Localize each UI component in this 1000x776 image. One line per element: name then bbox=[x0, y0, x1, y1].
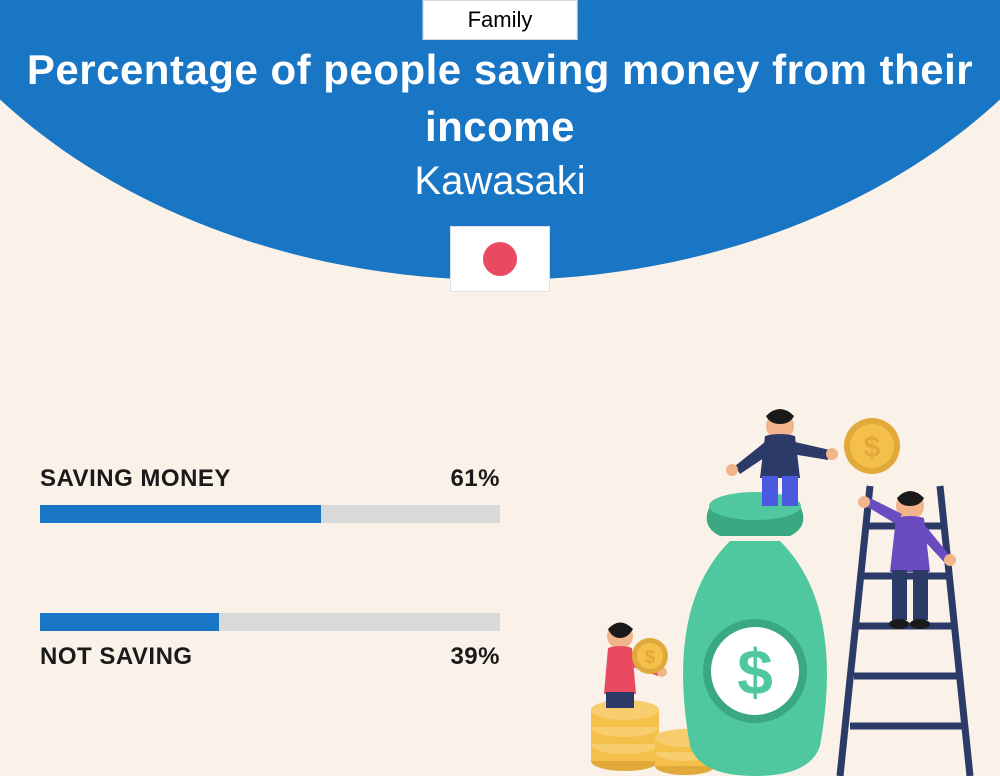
svg-text:$: $ bbox=[864, 431, 881, 464]
money-bag-icon: $ bbox=[683, 492, 827, 776]
svg-text:$: $ bbox=[645, 647, 655, 667]
header: Percentage of people saving money from t… bbox=[0, 42, 1000, 204]
person-top-icon bbox=[726, 409, 838, 506]
bar-notsaving-label: NOT SAVING bbox=[40, 643, 193, 671]
bar-saving: SAVING MONEY 61% bbox=[40, 465, 500, 523]
location-subtitle: Kawasaki bbox=[0, 159, 1000, 204]
bar-saving-value: 61% bbox=[450, 465, 500, 493]
bars-container: SAVING MONEY 61% NOT SAVING 39% bbox=[40, 465, 500, 761]
bar-notsaving-fill bbox=[40, 613, 219, 631]
category-badge: Family bbox=[423, 0, 578, 40]
bar-saving-fill bbox=[40, 505, 321, 523]
flag-circle-icon bbox=[483, 242, 517, 276]
bar-saving-track bbox=[40, 505, 500, 523]
bar-notsaving: NOT SAVING 39% bbox=[40, 613, 500, 671]
bar-saving-row: SAVING MONEY 61% bbox=[40, 465, 500, 493]
bar-saving-label: SAVING MONEY bbox=[40, 465, 231, 493]
main-title: Percentage of people saving money from t… bbox=[0, 42, 1000, 155]
svg-text:$: $ bbox=[737, 636, 773, 708]
bar-notsaving-row: NOT SAVING 39% bbox=[40, 643, 500, 671]
japan-flag bbox=[450, 226, 550, 292]
coin-top-icon: $ bbox=[844, 418, 900, 474]
category-text: Family bbox=[468, 7, 533, 32]
person-sitting-icon: $ bbox=[604, 623, 668, 709]
bar-notsaving-track bbox=[40, 613, 500, 631]
savings-illustration: $ $ bbox=[570, 406, 990, 776]
bar-notsaving-value: 39% bbox=[450, 643, 500, 671]
